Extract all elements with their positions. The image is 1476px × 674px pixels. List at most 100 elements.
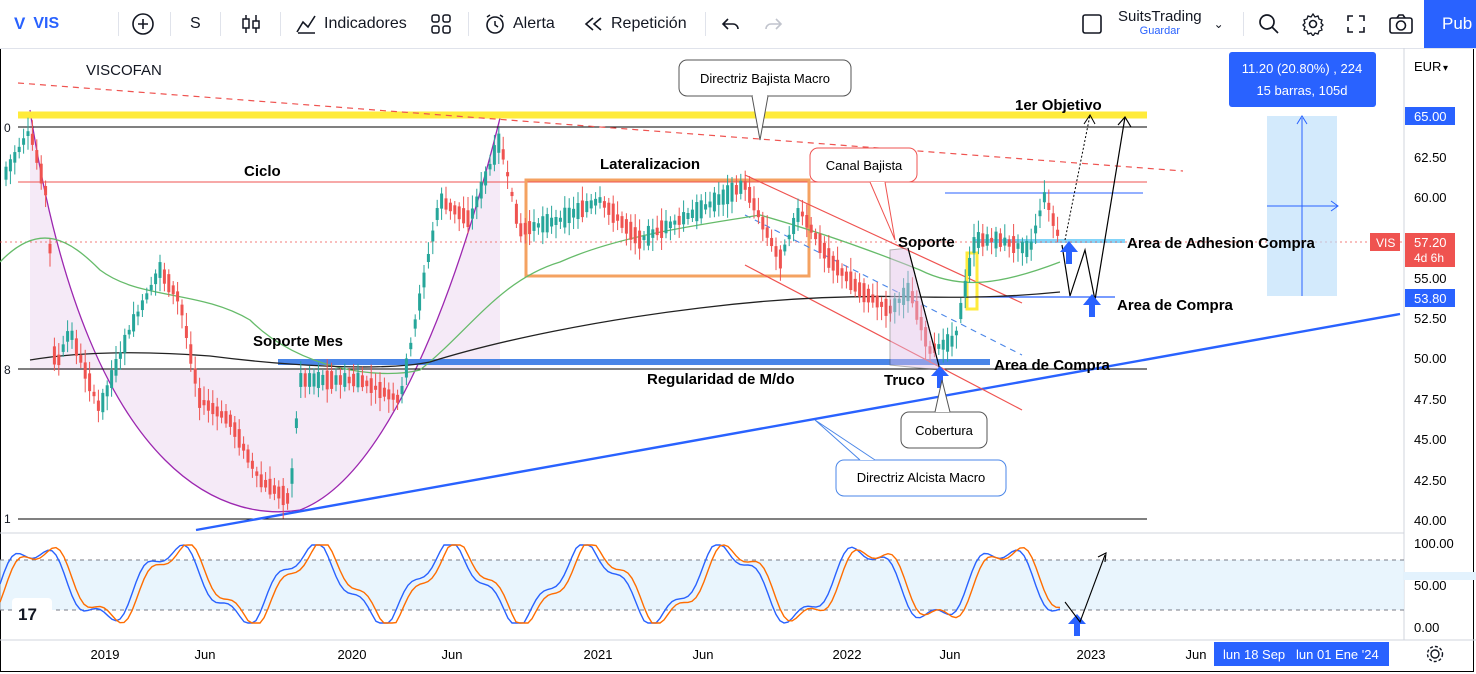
candle-body — [910, 291, 914, 304]
time-range-end: lun 01 Ene '24 — [1296, 647, 1379, 662]
candle-body — [39, 163, 43, 184]
candle-body — [726, 185, 730, 205]
candle-body — [739, 180, 743, 194]
replay-button[interactable]: Repetición — [583, 10, 687, 38]
callout-cobertura[interactable]: Cobertura — [900, 379, 988, 449]
candle-body — [347, 376, 351, 384]
candle-body — [580, 200, 584, 218]
callout-alcista-macro[interactable]: Directriz Alcista Macro — [814, 419, 1007, 497]
candle-body — [57, 354, 61, 366]
candle-body — [330, 371, 334, 389]
alert-label: Alerta — [513, 15, 555, 32]
candle-body — [941, 339, 945, 350]
callout-bajista-macro[interactable]: Directriz Bajista Macro — [678, 59, 852, 141]
candle-body — [264, 479, 268, 488]
fullscreen-button[interactable] — [1345, 10, 1367, 38]
redo-icon — [765, 18, 783, 30]
candlestick-series — [4, 117, 1060, 519]
gear-icon[interactable] — [1426, 645, 1444, 663]
interval-button[interactable]: S — [190, 10, 201, 38]
candle-body — [448, 202, 452, 212]
candle-body — [624, 219, 628, 234]
currency-label[interactable]: EUR — [1414, 59, 1441, 74]
candle-body — [783, 244, 787, 252]
candle-body — [184, 326, 188, 338]
candle-body — [620, 216, 624, 228]
alert-button[interactable]: Alerta — [483, 10, 555, 38]
candle-body — [959, 302, 963, 320]
price-tick-label: 55.00 — [1414, 271, 1447, 286]
price-scale[interactable]: EUR ▾ 62.5060.0057.5055.0052.5050.0047.5… — [1414, 59, 1454, 635]
candle-body — [858, 282, 862, 297]
candle-body — [8, 159, 12, 172]
candle-body — [972, 237, 976, 253]
measure-line-1: 11.20 (20.80%) , 224 — [1242, 61, 1362, 76]
callout-canal-bajista[interactable]: Canal Bajista — [809, 147, 918, 241]
search-button[interactable] — [1257, 10, 1281, 38]
redo-button[interactable] — [762, 10, 784, 38]
candle-body — [180, 304, 184, 316]
layout-select[interactable]: SuitsTrading Guardar ⌄ — [1080, 9, 1224, 38]
candle-body — [545, 214, 549, 233]
tradingview-logo[interactable]: 17 — [12, 598, 52, 628]
price-chart[interactable]: 0 8 1 11.20 (20.80%) , 224 15 barras, — [0, 48, 1476, 674]
candle-body — [906, 282, 910, 302]
candle-body — [268, 478, 272, 495]
candle-body — [866, 288, 870, 303]
candle-body — [1042, 192, 1046, 203]
candle-body — [154, 273, 158, 285]
candle-body — [844, 271, 848, 282]
last-price-text: 57.20 — [1414, 235, 1447, 250]
candle-body — [96, 400, 100, 411]
candle-body — [822, 242, 826, 259]
oscillator-tick-label: 50.00 — [1414, 578, 1447, 593]
candle-body — [488, 163, 492, 170]
candle-body — [215, 406, 219, 417]
candle-body — [440, 193, 444, 209]
candle-body — [514, 203, 518, 224]
candle-body — [140, 300, 144, 311]
compare-button[interactable] — [131, 10, 155, 38]
undo-button[interactable] — [720, 10, 742, 38]
candle-body — [633, 227, 637, 244]
candle-body — [457, 206, 461, 220]
indicators-button[interactable]: Indicadores — [294, 10, 407, 38]
candle-body — [800, 211, 804, 217]
templates-button[interactable] — [430, 10, 452, 38]
annotation-objetivo: 1er Objetivo — [1015, 97, 1102, 114]
candle-body — [792, 217, 796, 235]
candle-body — [136, 311, 140, 317]
symbol-search[interactable]: V VIS — [14, 10, 59, 38]
candle-body — [26, 131, 30, 137]
price-tick-label: 40.00 — [1414, 513, 1447, 528]
settings-button[interactable] — [1301, 10, 1325, 38]
up-arrow-icon — [1083, 294, 1101, 317]
candle-body — [378, 381, 382, 399]
candle-body — [484, 171, 488, 186]
time-tick-label: 2023 — [1077, 647, 1106, 662]
candle-body — [497, 133, 501, 153]
candle-body — [673, 220, 677, 225]
candle-body — [334, 375, 338, 385]
candle-body — [1020, 241, 1024, 254]
candle-body — [660, 220, 664, 238]
publish-button[interactable]: Pub — [1424, 0, 1476, 48]
candle-body — [250, 460, 254, 469]
candle-body — [149, 284, 153, 291]
time-scale[interactable]: 2019 Jun 2020 Jun 2021 Jun 2022 Jun 2023 Jun — [91, 647, 1207, 662]
candle-body — [88, 373, 92, 392]
candle-body — [110, 370, 114, 389]
candle-body — [30, 133, 34, 145]
candle-body — [686, 213, 690, 219]
chart-type-button[interactable] — [240, 10, 262, 38]
candle-body — [924, 327, 928, 347]
candle-body — [748, 186, 752, 203]
candle-body — [35, 150, 39, 163]
candle-body — [501, 149, 505, 160]
indicators-label: Indicadores — [324, 15, 407, 32]
candle-body — [338, 375, 342, 385]
candle-body — [418, 293, 422, 311]
time-tick-label: 2020 — [338, 647, 367, 662]
snapshot-button[interactable] — [1388, 10, 1414, 38]
candle-body — [492, 145, 496, 165]
